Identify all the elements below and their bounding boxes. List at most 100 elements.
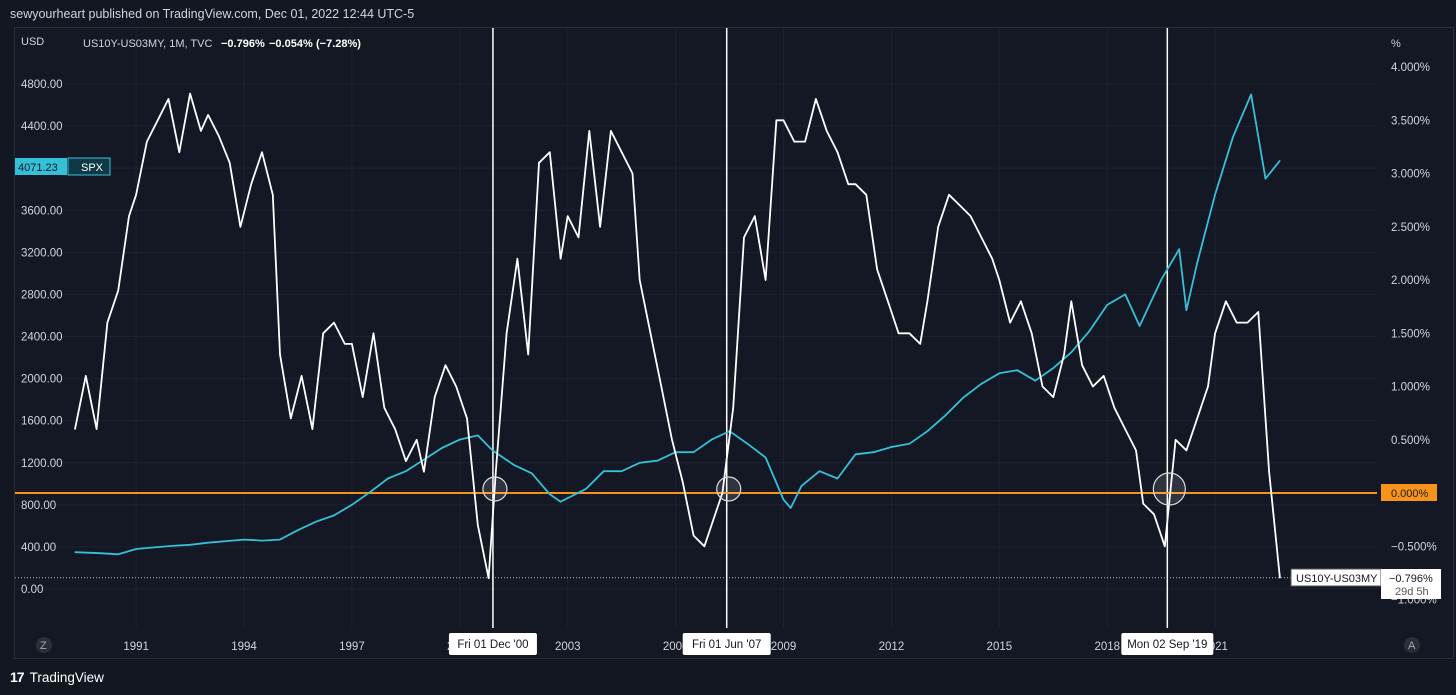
spread-point	[1135, 449, 1137, 451]
spread-point	[577, 236, 580, 238]
spread-point	[372, 332, 375, 334]
spread-point	[189, 93, 191, 95]
spread-point	[793, 140, 795, 143]
spx-point	[1016, 369, 1018, 371]
spread-point	[444, 364, 447, 366]
spread-point	[1041, 385, 1044, 388]
spx-line	[74, 93, 1281, 556]
spread-point	[815, 98, 817, 100]
spread-point	[261, 151, 263, 153]
spread-point	[610, 130, 612, 132]
spx-point	[1034, 380, 1036, 382]
spread-point	[167, 98, 170, 100]
tradingview-brand: TradingView	[29, 669, 104, 685]
spread-point	[434, 396, 436, 398]
spread-point	[344, 343, 346, 345]
right-tick-label: 2.000%	[1391, 275, 1430, 287]
spread-point	[764, 279, 767, 281]
chart-panel[interactable]: USD US10Y-US03MY, 1M, TVC −0.796% −0.054…	[14, 27, 1454, 659]
spx-point	[621, 470, 623, 472]
spx-point	[944, 414, 946, 417]
spx-point	[639, 462, 641, 464]
spread-point	[908, 332, 911, 334]
chart-svg[interactable]: USD US10Y-US03MY, 1M, TVC −0.796% −0.054…	[15, 28, 1453, 658]
spread-point	[362, 396, 364, 398]
spread-point	[1279, 577, 1281, 579]
corner-left-label: Z	[40, 640, 47, 652]
spx-point	[790, 507, 792, 509]
spread-point	[937, 226, 939, 228]
marker-lines	[492, 28, 1169, 628]
spx-point	[585, 488, 587, 490]
spread-series	[74, 92, 1281, 580]
spx-point	[477, 434, 479, 436]
spread-point	[775, 119, 777, 121]
spx-point	[908, 443, 911, 445]
x-tick-label: 2009	[771, 641, 797, 653]
spx-point	[657, 460, 659, 462]
spread-point	[351, 343, 353, 345]
spx-point	[243, 538, 245, 541]
spx-point	[423, 458, 425, 461]
time-axis[interactable]: 1991199419972000200320062009201220152018…	[123, 641, 1228, 653]
auto-scale-right-button[interactable]: A	[1404, 637, 1420, 653]
left-tick-label: 400.00	[21, 542, 56, 554]
spread-point	[117, 290, 119, 292]
spx-point	[693, 451, 695, 453]
spx-point	[513, 464, 515, 466]
left-axis[interactable]: 4800.004400.004000.003600.003200.002800.…	[21, 79, 63, 596]
crossing-circles	[482, 472, 1186, 506]
spread-point	[887, 300, 889, 302]
spx-point	[872, 451, 875, 453]
right-tick-label: 1.500%	[1391, 328, 1430, 340]
spread-point	[631, 172, 634, 175]
spread-point	[865, 194, 867, 196]
right-axis[interactable]: 4.000% 3.500% 3.000% 2.500% 2.000% 1.500% 1.00…	[1391, 62, 1437, 607]
spread-point	[743, 236, 745, 238]
spx-point	[962, 396, 964, 399]
x-tick-label: 2003	[555, 641, 581, 653]
right-tick-label: 3.000%	[1391, 169, 1430, 181]
spread-point	[649, 332, 652, 334]
spx-point	[836, 477, 839, 480]
spx-point	[818, 470, 821, 472]
spread-point	[1113, 407, 1116, 409]
spread-symbol-label: US10Y-US03MY	[1296, 573, 1378, 585]
spread-point	[926, 300, 929, 302]
spread-point	[703, 545, 706, 547]
right-tick-label: −0.500%	[1391, 541, 1437, 553]
spx-symbol: SPX	[81, 162, 104, 174]
left-tick-label: 4800.00	[21, 79, 63, 91]
spread-point	[290, 417, 292, 420]
auto-scale-left-button[interactable]: Z	[36, 637, 52, 653]
chart-title[interactable]: US10Y-US03MY, 1M, TVC	[83, 38, 212, 50]
spread-point	[1153, 513, 1155, 515]
spread-point	[1207, 385, 1209, 388]
tradingview-logo[interactable]: 17 TradingView	[10, 669, 104, 685]
spread-last-label: US10Y-US03MY −0.796% 29d 5h	[1290, 568, 1441, 599]
spx-point	[1185, 309, 1187, 311]
spread-point	[239, 226, 242, 228]
spread-point	[527, 353, 529, 356]
spread-point	[1164, 545, 1166, 547]
spread-point	[333, 322, 335, 324]
spx-point	[1160, 279, 1162, 281]
spread-point	[660, 385, 662, 388]
right-axis-unit: %	[1391, 38, 1401, 50]
x-tick-label: 1991	[123, 641, 149, 653]
spx-point	[1279, 160, 1281, 162]
spx-point	[225, 540, 227, 542]
spx-point	[333, 514, 335, 516]
x-tick-label: 2012	[879, 641, 905, 653]
marker-label-box	[1121, 633, 1214, 655]
left-axis-unit: USD	[21, 36, 44, 48]
corner-right-label: A	[1408, 640, 1416, 652]
spread-point	[135, 194, 137, 196]
spread-point	[682, 481, 684, 483]
spread-point	[157, 119, 159, 121]
spread-point	[876, 268, 878, 270]
spx-point	[261, 540, 263, 542]
left-tick-label: 2000.00	[21, 374, 63, 386]
spread-point	[1225, 300, 1227, 302]
spread-point	[477, 524, 479, 526]
